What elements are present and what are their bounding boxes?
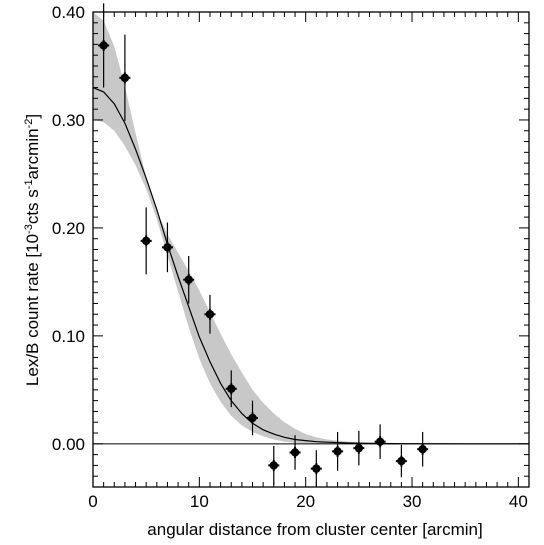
y-axis-label-exp1: -3: [23, 224, 35, 234]
x-tick-label: 40: [509, 492, 528, 511]
x-tick-label: 20: [296, 492, 315, 511]
model-line-layer: [92, 87, 529, 445]
data-point: [119, 34, 131, 122]
data-point: [268, 445, 280, 485]
confidence-band-layer: [93, 12, 529, 444]
y-axis-label-mid2: arcmin: [23, 128, 42, 179]
data-point: [140, 207, 152, 275]
y-tick-label: 0.40: [52, 3, 85, 22]
y-axis-label-main: Lex/B count rate [10: [23, 234, 42, 386]
y-tick-label: 0.10: [52, 327, 85, 346]
x-axis-label: angular distance from cluster center [ar…: [147, 520, 482, 539]
data-point: [225, 370, 237, 408]
data-point: [332, 431, 344, 471]
x-tick-label: 30: [403, 492, 422, 511]
data-point: [374, 424, 386, 459]
y-axis-label-exp2: -1: [23, 179, 35, 189]
model-line: [92, 87, 529, 445]
data-point: [161, 222, 173, 273]
x-tick-label: 10: [190, 492, 209, 511]
ticks-layer: [92, 11, 530, 488]
data-point: [98, 3, 110, 88]
data-point: [353, 430, 365, 466]
tick-labels-layer: 0 10 20 30 40 0.00 0.10 0.20 0.30 0.40: [52, 3, 528, 511]
data-point: [183, 255, 195, 304]
plot-frame: [92, 11, 530, 488]
y-tick-label: 0.20: [52, 219, 85, 238]
x-tick-label: 0: [88, 492, 97, 511]
data-point: [289, 435, 301, 470]
y-axis-label-exp3: -2: [23, 119, 35, 129]
plot-frame-layer: [92, 11, 530, 488]
data-points-layer: [98, 3, 429, 487]
data-point: [395, 444, 407, 478]
data-point: [310, 450, 322, 487]
y-tick-label: 0.00: [52, 435, 85, 454]
y-axis-label: Lex/B count rate [10-3cts s-1arcmin-2]: [23, 114, 42, 386]
data-point: [204, 294, 216, 334]
y-axis-label-end: ]: [23, 114, 42, 119]
y-axis-label-mid: cts s: [23, 189, 42, 224]
y-tick-label: 0.30: [52, 111, 85, 130]
confidence-band: [93, 12, 529, 444]
data-point: [417, 431, 429, 467]
data-point: [247, 400, 259, 436]
